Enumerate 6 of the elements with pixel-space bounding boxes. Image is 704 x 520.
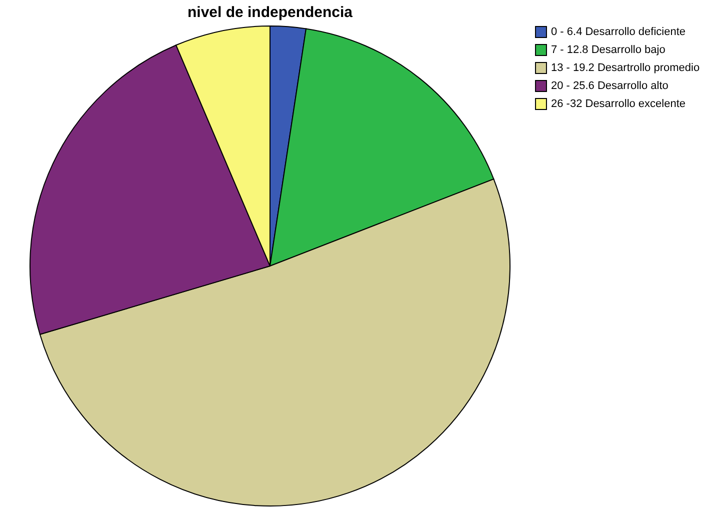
legend-label: 20 - 25.6 Desarrollo alto — [551, 80, 668, 92]
legend-label: 26 -32 Desarrollo excelente — [551, 98, 686, 110]
chart-title: nivel de independencia — [187, 4, 354, 21]
legend-label: 0 - 6.4 Desarrollo deficiente — [551, 26, 686, 38]
legend-label: 13 - 19.2 Desartrollo promedio — [551, 62, 700, 74]
legend-label: 7 - 12.8 Desarrollo bajo — [551, 44, 666, 56]
